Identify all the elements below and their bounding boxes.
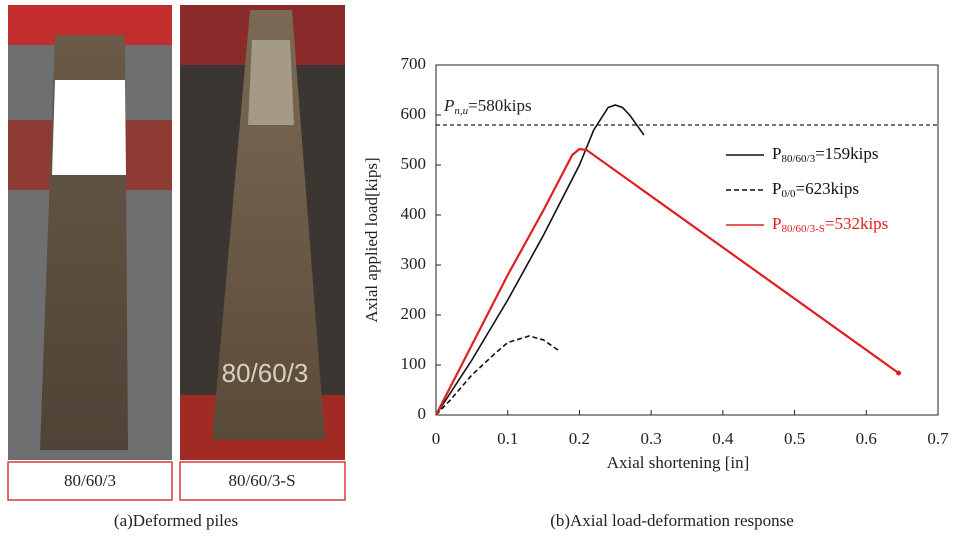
reference-label: Pn,u=580kips <box>443 96 532 117</box>
photo-b: 80/60/3 <box>180 5 345 460</box>
series-line <box>435 104 645 416</box>
series-line <box>435 335 559 416</box>
plot-frame <box>435 64 939 416</box>
photo-label: 80/60/3-S <box>228 471 295 490</box>
reference-label-part: n,u <box>454 105 468 117</box>
y-tick-label: 0 <box>418 404 427 423</box>
legend-entry-part: =532kips <box>825 214 888 233</box>
photo-marking: 80/60/3 <box>222 358 309 388</box>
x-tick-label: 0 <box>432 429 441 448</box>
legend-entry-part: 0/0 <box>781 188 796 200</box>
legend-entry-part: =623kips <box>796 179 859 198</box>
y-tick-label: 400 <box>401 204 427 223</box>
label-box <box>7 461 173 501</box>
legend-entry: P80/60/3-S=532kips <box>772 214 888 235</box>
caption: (b)Axial load-deformation response <box>550 511 794 530</box>
legend-entry-part: 80/60/3-S <box>781 223 824 235</box>
legend-entry-part: P <box>772 214 781 233</box>
label-box <box>179 461 346 501</box>
y-tick-label: 200 <box>401 304 427 323</box>
y-axis-label: Axial applied load[kips] <box>362 157 381 322</box>
legend-entry-part: P <box>772 179 781 198</box>
end-marker <box>896 370 902 376</box>
series-line <box>435 147 900 416</box>
legend-entry-part: 80/60/3 <box>781 153 815 165</box>
photo-a <box>8 5 172 460</box>
photo-label: 80/60/3 <box>64 471 116 490</box>
x-tick-label: 0.3 <box>641 429 662 448</box>
y-tick-label: 600 <box>401 104 427 123</box>
x-tick-label: 0.7 <box>927 429 949 448</box>
caption: (a)Deformed piles <box>114 511 238 530</box>
y-tick-label: 300 <box>401 254 427 273</box>
x-tick-label: 0.5 <box>784 429 805 448</box>
x-tick-label: 0.4 <box>712 429 734 448</box>
x-tick-label: 0.2 <box>569 429 590 448</box>
y-tick-label: 700 <box>401 54 427 73</box>
x-tick-label: 0.1 <box>497 429 518 448</box>
y-tick-label: 500 <box>401 154 427 173</box>
reference-label-part: P <box>443 96 454 115</box>
legend-entry-part: P <box>772 144 781 163</box>
legend-entry: P0/0=623kips <box>772 179 859 200</box>
legend-entry: P80/60/3=159kips <box>772 144 879 165</box>
y-tick-label: 100 <box>401 354 427 373</box>
x-axis-label: Axial shortening [in] <box>607 453 750 472</box>
legend-entry-part: =159kips <box>815 144 878 163</box>
reference-label-part: =580kips <box>468 96 531 115</box>
x-tick-label: 0.6 <box>856 429 877 448</box>
